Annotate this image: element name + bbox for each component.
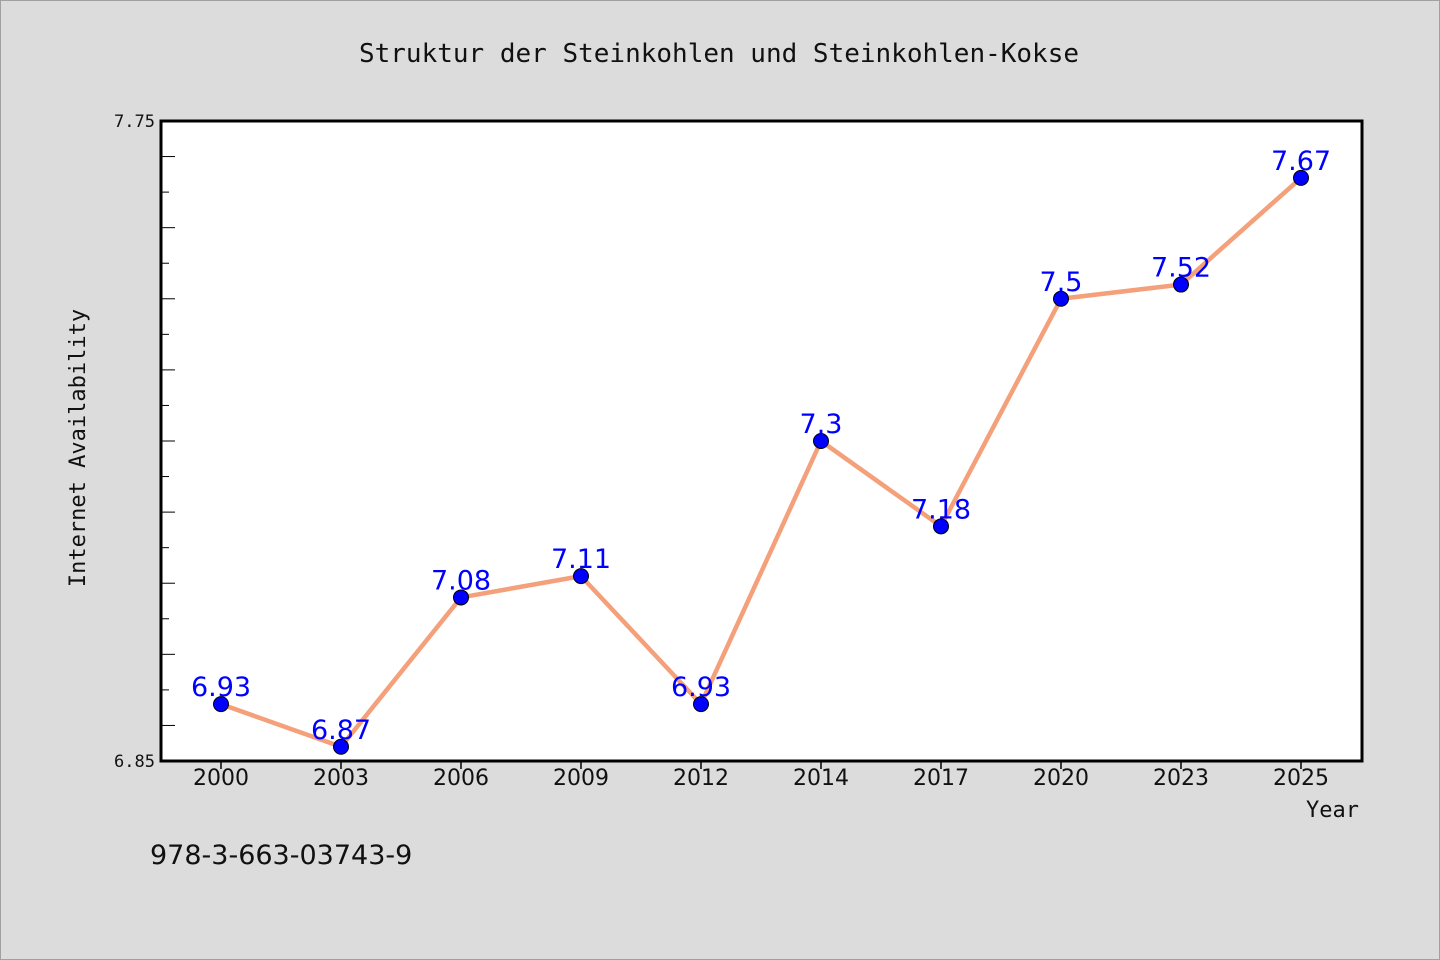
data-point xyxy=(453,589,469,606)
data-label: 6.87 xyxy=(311,715,371,746)
data-label: 6.93 xyxy=(191,672,251,703)
y-tick-label: 7.75 xyxy=(114,112,155,132)
data-label: 7.18 xyxy=(911,494,971,525)
x-tick-label: 2012 xyxy=(673,766,729,791)
data-label: 7.11 xyxy=(551,544,611,575)
y-tick-label: 6.85 xyxy=(114,752,155,772)
x-axis-label: Year xyxy=(1306,798,1359,823)
data-label: 6.93 xyxy=(671,672,731,703)
x-tick-label: 2023 xyxy=(1153,766,1209,791)
y-axis-ticks: 6.85 7.75 xyxy=(114,112,175,772)
x-axis-ticks: 2000 2003 2006 2009 2012 2014 2017 2020 2023 2025 xyxy=(193,761,1329,791)
series-line xyxy=(218,175,1304,750)
x-tick-label: 2017 xyxy=(913,766,969,791)
data-point xyxy=(573,568,589,585)
x-tick-label: 2014 xyxy=(793,766,849,791)
x-tick-label: 2025 xyxy=(1273,766,1329,791)
data-point xyxy=(1053,290,1069,307)
chart-title: Struktur der Steinkohlen und Steinkohlen… xyxy=(359,39,1079,69)
data-point xyxy=(213,696,229,713)
x-tick-label: 2009 xyxy=(553,766,609,791)
x-tick-label: 2020 xyxy=(1033,766,1089,791)
data-point xyxy=(1173,276,1189,293)
series-layer: 6.93 6.87 7.08 7.11 6.93 7.3 7.18 7.5 7.52 7.67 xyxy=(191,146,1331,755)
data-point xyxy=(1293,169,1309,186)
y-axis-label: Internet Availability xyxy=(66,309,91,587)
data-point xyxy=(933,518,949,535)
data-point xyxy=(693,696,709,713)
isbn-annotation: 978-3-663-03743-9 xyxy=(150,840,412,871)
data-label: 7.67 xyxy=(1271,146,1331,177)
data-point xyxy=(813,433,829,449)
x-tick-label: 2000 xyxy=(193,766,249,791)
data-label: 7.3 xyxy=(800,409,843,440)
x-tick-label: 2006 xyxy=(433,766,489,791)
data-point xyxy=(333,738,349,755)
plot-area xyxy=(159,119,1364,763)
x-tick-label: 2003 xyxy=(313,766,369,791)
data-label: 7.5 xyxy=(1040,267,1083,298)
data-label: 7.52 xyxy=(1151,253,1211,284)
data-label: 7.08 xyxy=(431,565,491,596)
